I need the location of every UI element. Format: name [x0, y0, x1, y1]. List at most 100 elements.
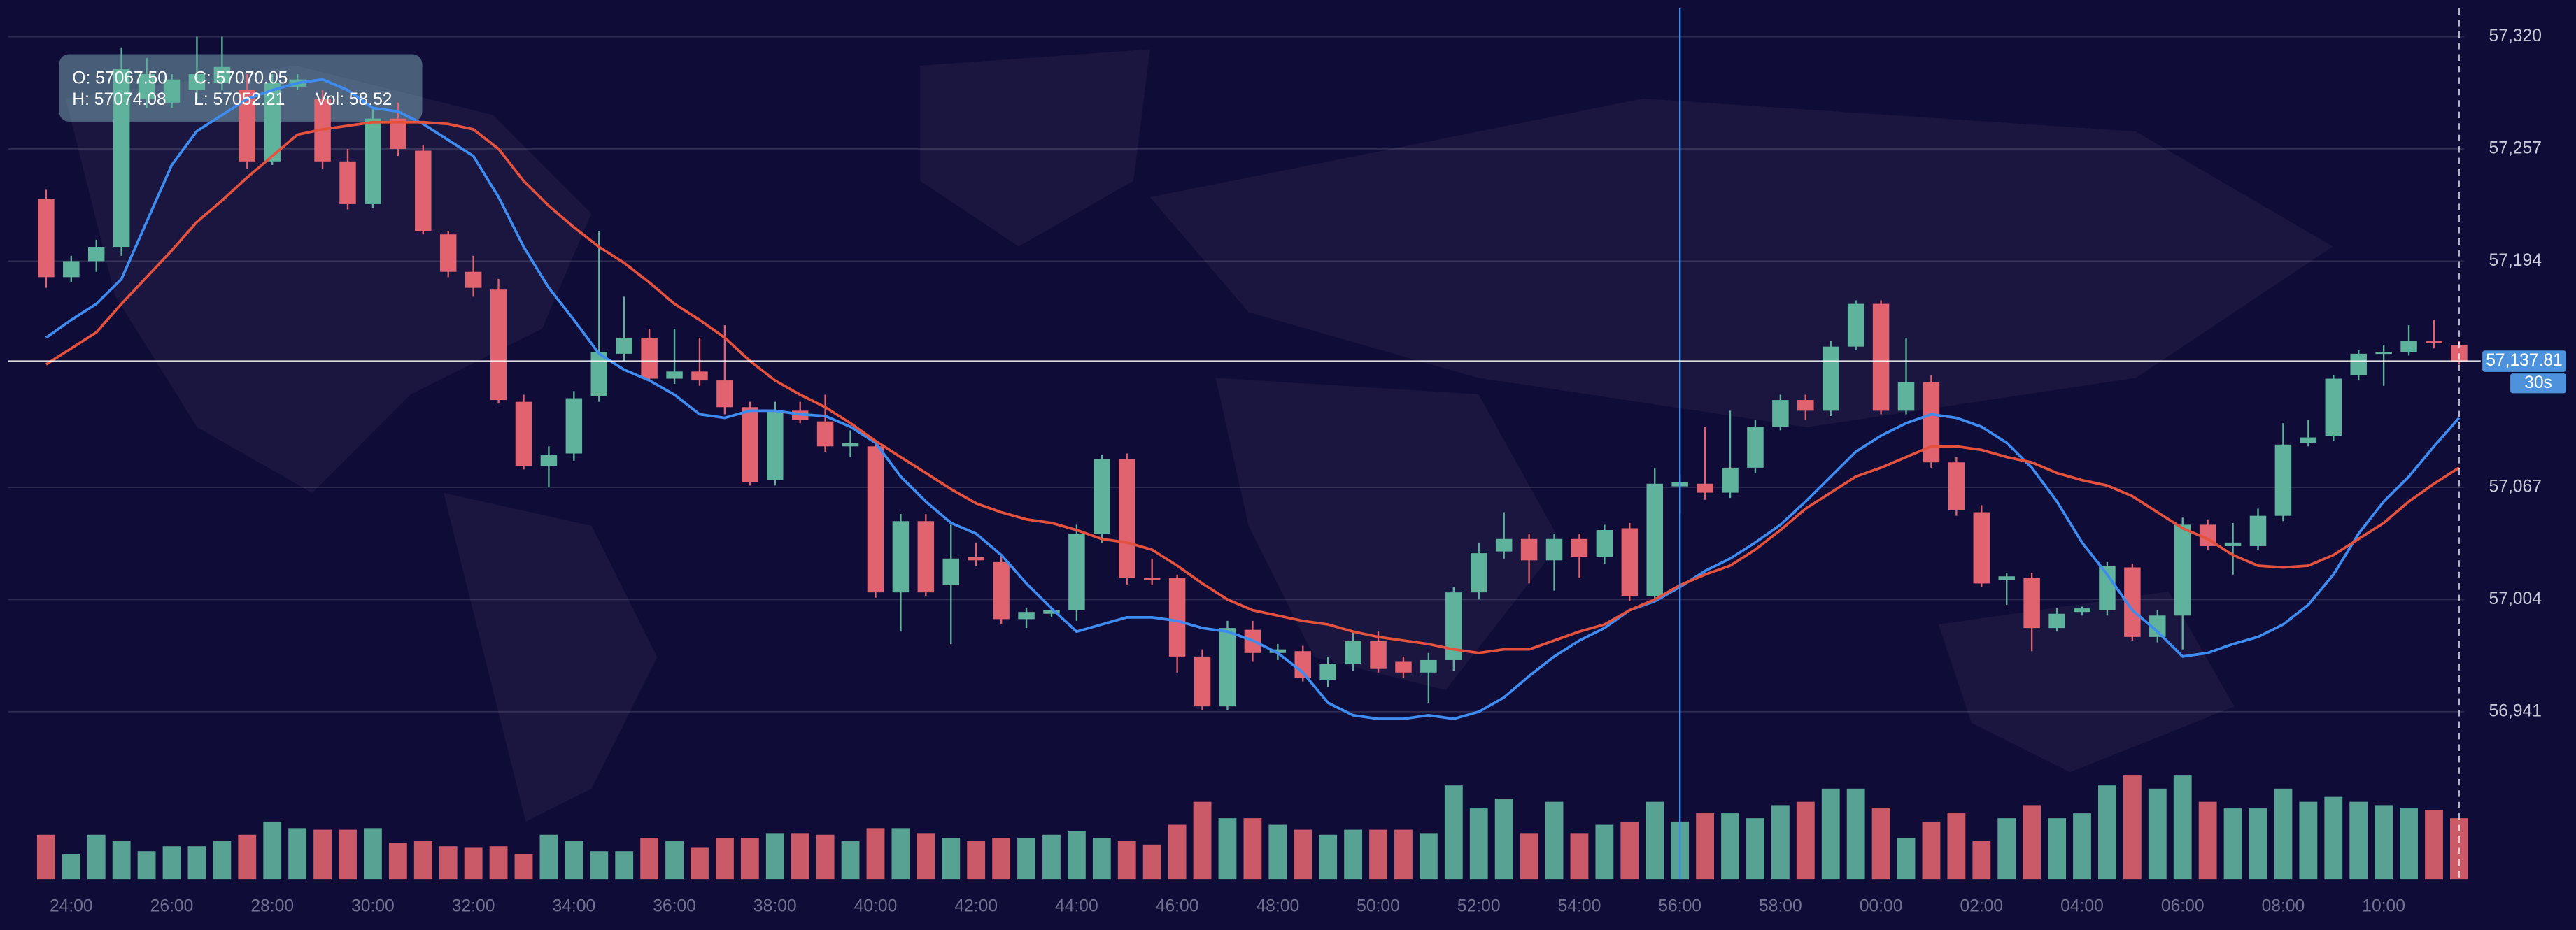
volume-bar	[1444, 785, 1463, 880]
volume-bar	[1570, 833, 1589, 880]
volume-bar	[213, 841, 232, 880]
volume-bar	[841, 841, 860, 880]
continent	[65, 65, 592, 493]
volume-bar	[1218, 818, 1237, 880]
volume-bar	[1922, 821, 1941, 880]
candle-body	[1420, 659, 1437, 673]
volume-bar	[1771, 805, 1790, 880]
volume-bar	[1419, 833, 1438, 880]
candle-body	[2400, 341, 2417, 352]
candle-body	[1722, 467, 1739, 493]
volume-bar	[2223, 808, 2242, 880]
candle-body	[1973, 512, 1990, 584]
volume-bar	[1469, 808, 1488, 880]
candle-body	[1068, 534, 1085, 610]
x-tick-label: 28:00	[250, 897, 294, 916]
volume-bar	[539, 834, 558, 880]
continent	[1149, 98, 2333, 427]
volume-bar	[615, 851, 634, 880]
candle-body	[1747, 427, 1764, 468]
volume-bar	[1620, 821, 1639, 880]
x-tick-label: 24:00	[50, 897, 93, 916]
candle-body	[1294, 651, 1311, 678]
volume-bar	[1646, 801, 1664, 880]
candle-body	[942, 558, 960, 585]
candle-body	[1872, 303, 1890, 411]
candle-body	[1018, 612, 1035, 620]
price-label: 57,137.81	[2486, 351, 2563, 370]
candle-body	[1495, 538, 1513, 552]
candle-body	[2350, 353, 2367, 375]
candle-body	[1471, 553, 1487, 593]
volume-bar	[816, 834, 835, 880]
candle-body	[2274, 444, 2292, 516]
volume-bar	[2048, 818, 2066, 880]
volume-bar	[1997, 818, 2016, 880]
volume-bar	[364, 828, 382, 880]
volume-bar	[2173, 775, 2192, 880]
candle-body	[1219, 628, 1236, 707]
volume-bar	[1897, 838, 1916, 880]
candle-body	[1094, 459, 1110, 534]
volume-bar	[1796, 801, 1815, 880]
candle-body	[38, 199, 55, 278]
candle-body	[1269, 649, 1287, 653]
candle-body	[1043, 610, 1060, 614]
candle-body	[213, 66, 231, 83]
candle-body	[2375, 352, 2392, 355]
x-tick-label: 04:00	[2060, 897, 2104, 916]
x-tick-label: 40:00	[854, 897, 898, 916]
volume-bar	[967, 841, 986, 880]
candle-body	[917, 521, 935, 593]
tooltip-text: C: 57070.05	[194, 69, 288, 87]
candle-body	[1395, 661, 1412, 673]
candle-body	[1345, 640, 1361, 664]
volume-bar	[2073, 813, 2091, 880]
volume-bar	[464, 847, 483, 880]
candle-body	[1897, 382, 1915, 411]
candle-body	[1822, 346, 1839, 411]
volume-bar	[640, 838, 659, 880]
candle-body	[515, 401, 532, 466]
candle-body	[1168, 578, 1186, 657]
volume-bar	[691, 847, 709, 880]
candle-body	[666, 371, 683, 379]
candle-body	[1370, 640, 1387, 669]
volume-bar	[1193, 801, 1212, 880]
candle-body	[2149, 615, 2166, 637]
candle-body	[590, 352, 608, 396]
volume-bar	[162, 846, 181, 880]
x-tick-label: 08:00	[2262, 897, 2305, 916]
candle-body	[867, 446, 884, 593]
x-tick-label: 30:00	[351, 897, 395, 916]
volume-bar	[514, 854, 533, 880]
candle-body	[1948, 462, 1965, 511]
candle-body	[490, 289, 507, 401]
volume-bar	[2098, 785, 2116, 880]
candle-body	[616, 337, 632, 354]
candle-body	[1596, 530, 1613, 557]
volume-bar	[2023, 805, 2041, 880]
volume-bar	[1545, 801, 1564, 880]
volume-bar	[1117, 841, 1136, 880]
volume-bar	[1394, 829, 1413, 880]
volume-bar	[866, 828, 885, 880]
price-label-box	[2482, 350, 2566, 372]
candle-body	[767, 410, 784, 480]
volume-bar	[2249, 808, 2267, 880]
candle-body	[565, 398, 583, 454]
candle-body	[716, 380, 733, 408]
candle-body	[1571, 538, 1588, 557]
tooltip-text: H: 57074.08	[72, 90, 166, 109]
volume-bar	[413, 841, 432, 880]
candle-body	[2325, 378, 2342, 436]
volume-bar	[590, 851, 609, 880]
candle-body	[1998, 576, 2015, 580]
volume-bar	[2425, 810, 2443, 880]
candle-body	[641, 337, 658, 379]
tooltip-text: Vol: 58.52	[316, 90, 392, 109]
candle-body	[1119, 459, 1135, 578]
y-tick-label: 57,067	[2489, 477, 2542, 496]
volume-bar	[1595, 824, 1614, 880]
